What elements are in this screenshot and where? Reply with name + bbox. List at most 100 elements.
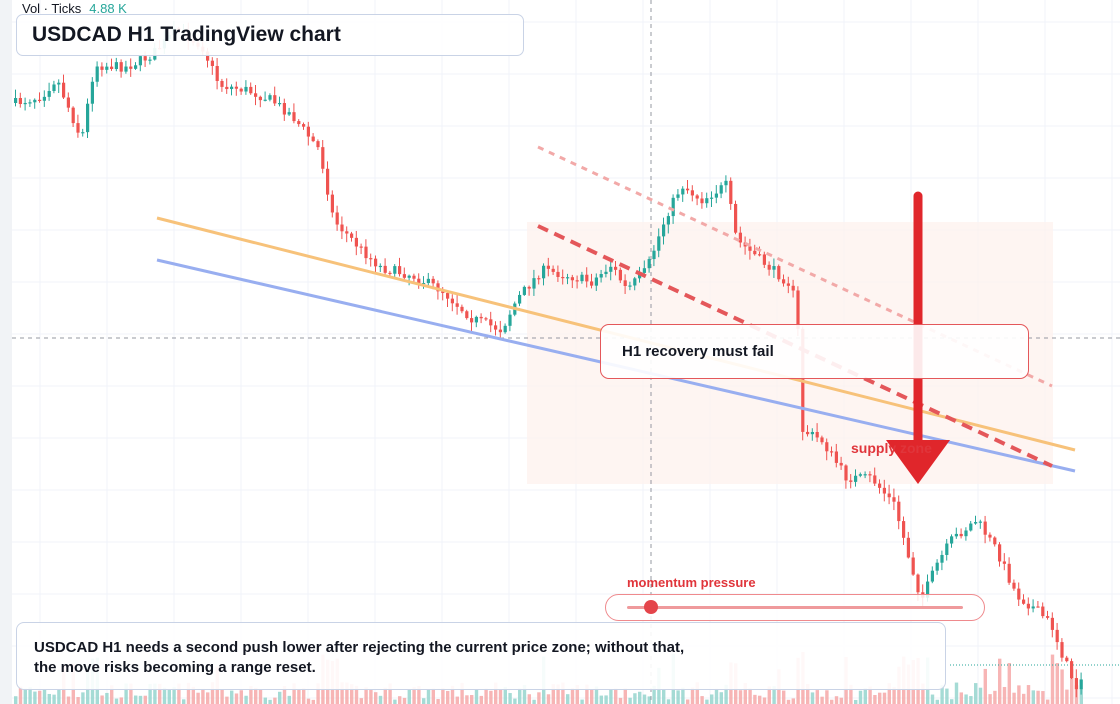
volume-bar — [935, 699, 939, 704]
candle-body — [330, 194, 334, 213]
candle-body — [609, 266, 613, 272]
candle-body — [81, 132, 85, 134]
candle-body — [954, 533, 958, 537]
volume-bar — [623, 688, 627, 704]
candle-body — [518, 294, 522, 304]
volume-bar — [556, 684, 560, 704]
volume-legend[interactable]: Vol · Ticks 4.88 K — [22, 1, 127, 16]
candle-body — [662, 224, 666, 237]
candle-body — [1070, 661, 1074, 679]
volume-bar — [681, 687, 685, 704]
candle-body — [110, 66, 114, 70]
candle-body — [1041, 606, 1045, 617]
candle-body — [494, 325, 498, 330]
candle-body — [998, 544, 1002, 562]
volume-bar — [959, 692, 963, 704]
candle-body — [964, 530, 968, 537]
volume-bar — [532, 699, 536, 704]
volume-bar — [854, 699, 858, 704]
volume-bar — [388, 683, 392, 704]
candle-body — [431, 278, 435, 284]
volume-bar — [810, 692, 815, 704]
candle-body — [806, 431, 810, 435]
volume-bar — [940, 685, 944, 704]
volume-bar — [868, 686, 872, 704]
volume-bar — [263, 697, 267, 704]
candle-body — [815, 431, 819, 438]
channel-line-lower[interactable] — [537, 224, 1053, 468]
candle-body — [522, 286, 526, 295]
candle-body — [546, 265, 550, 269]
volume-bar — [585, 684, 589, 704]
candle-body — [42, 96, 46, 101]
candle-body — [1046, 616, 1050, 618]
candle-body — [287, 112, 291, 115]
volume-bar — [148, 683, 152, 704]
volume-bar — [249, 686, 253, 704]
volume-bar — [839, 697, 843, 704]
volume-bar — [546, 694, 551, 704]
candle-body — [465, 311, 469, 319]
candle-body — [666, 216, 670, 225]
candle-body — [210, 60, 214, 66]
volume-bar — [527, 694, 531, 704]
candle-body — [321, 147, 325, 169]
volume-bar — [820, 696, 824, 704]
chart-title: USDCAD H1 TradingView chart — [32, 23, 341, 46]
candle-body — [854, 475, 858, 482]
volume-bar — [983, 668, 987, 704]
candle-body — [849, 480, 853, 482]
candle-body — [268, 95, 272, 100]
candle-body — [729, 180, 733, 204]
volume-bar — [642, 694, 647, 704]
candle-body — [988, 534, 992, 538]
volume-bar — [954, 682, 959, 704]
volume-bar — [647, 696, 651, 704]
volume-bar — [455, 696, 459, 704]
candle-body — [220, 80, 224, 87]
momentum-slider[interactable] — [605, 594, 985, 621]
volume-bar — [551, 684, 555, 704]
volume-bar — [417, 686, 421, 704]
volume-bar — [206, 692, 210, 704]
volume-bar — [191, 686, 195, 704]
volume-bar — [359, 698, 363, 704]
volume-bar — [1065, 689, 1069, 704]
candle-body — [446, 293, 450, 299]
candle-body — [234, 86, 238, 89]
volume-bar — [762, 697, 767, 704]
volume-bar — [724, 684, 728, 704]
momentum-slider-knob[interactable] — [643, 600, 658, 614]
volume-bar — [470, 695, 474, 704]
candle-body — [786, 283, 790, 286]
candle-body — [1079, 679, 1083, 690]
candle-body — [695, 195, 699, 199]
volume-bar — [753, 694, 757, 704]
candle-body — [599, 274, 603, 278]
volume-bar — [498, 689, 503, 704]
volume-bar — [921, 683, 925, 704]
candle-body — [844, 465, 848, 481]
candle-body — [86, 103, 90, 133]
volume-bar — [873, 695, 877, 704]
candle-body — [935, 562, 939, 571]
volume-bar — [134, 695, 138, 704]
candle-body — [441, 291, 445, 294]
candle-body — [302, 124, 306, 127]
candle-body — [254, 93, 258, 97]
candle-body — [244, 86, 248, 92]
candle-body — [575, 280, 579, 282]
candle-body — [354, 237, 358, 247]
volume-bar — [436, 699, 440, 704]
candle-body — [863, 474, 867, 476]
volume-bar — [302, 688, 306, 704]
volume-bar — [402, 697, 407, 704]
volume-bar — [652, 685, 656, 704]
candle-body — [258, 96, 262, 101]
volume-bar — [306, 698, 311, 704]
volume-bar — [489, 690, 493, 704]
candle-body — [882, 487, 886, 494]
candle-body — [628, 285, 632, 287]
volume-bar — [537, 692, 541, 704]
